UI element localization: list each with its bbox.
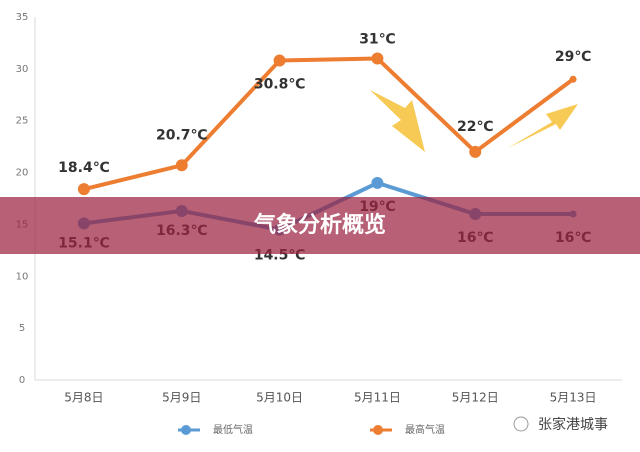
data-label: 30.8℃ bbox=[254, 77, 306, 93]
y-tick-label: 35 bbox=[16, 12, 29, 23]
y-tick-label: 10 bbox=[16, 271, 29, 282]
x-tick-label: 5月8日 bbox=[64, 391, 103, 405]
data-point bbox=[175, 159, 188, 172]
legend-marker bbox=[373, 425, 383, 435]
data-point bbox=[569, 75, 577, 83]
data-label: 18.4℃ bbox=[58, 160, 110, 176]
data-point bbox=[371, 52, 384, 65]
data-point bbox=[77, 183, 90, 196]
banner: 气象分析概览 bbox=[0, 197, 640, 254]
data-point bbox=[469, 145, 482, 158]
arrow-decoration bbox=[370, 90, 425, 152]
y-tick-label: 5 bbox=[19, 323, 25, 334]
x-tick-label: 5月10日 bbox=[256, 391, 303, 405]
y-tick-label: 0 bbox=[19, 375, 25, 386]
watermark-icon bbox=[513, 416, 529, 432]
legend-marker bbox=[181, 425, 191, 435]
data-point bbox=[273, 54, 286, 67]
watermark: 张家港城事 bbox=[513, 416, 608, 433]
data-label: 31℃ bbox=[359, 31, 395, 47]
banner-band bbox=[0, 197, 640, 254]
banner-title: 气象分析概览 bbox=[253, 212, 386, 238]
x-tick-label: 5月13日 bbox=[550, 391, 597, 405]
data-label: 29℃ bbox=[555, 49, 591, 65]
x-tick-label: 5月9日 bbox=[162, 391, 201, 405]
y-tick-label: 20 bbox=[16, 168, 29, 179]
watermark-text: 张家港城事 bbox=[538, 416, 608, 433]
legend-label: 最低气温 bbox=[213, 423, 253, 436]
arrow-decoration bbox=[508, 104, 578, 148]
y-tick-label: 30 bbox=[16, 64, 29, 75]
data-label: 22℃ bbox=[457, 119, 493, 135]
y-tick-label: 25 bbox=[16, 116, 29, 127]
x-tick-label: 5月12日 bbox=[452, 391, 499, 405]
series-line bbox=[83, 56, 575, 192]
data-label: 20.7℃ bbox=[156, 127, 208, 143]
x-tick-label: 5月11日 bbox=[354, 391, 401, 405]
data-point bbox=[371, 176, 384, 189]
legend-label: 最高气温 bbox=[405, 423, 445, 436]
